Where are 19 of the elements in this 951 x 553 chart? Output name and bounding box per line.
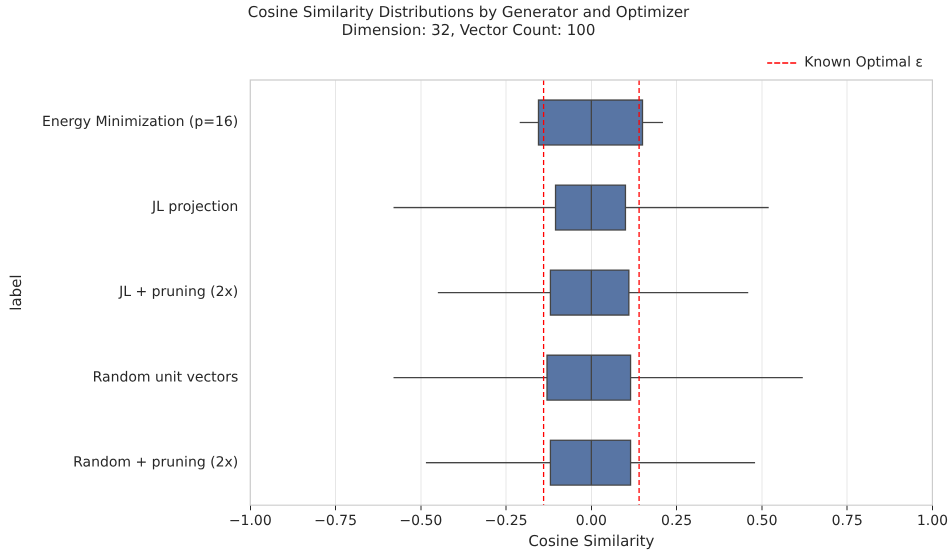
x-tick-label: 1.00 [916, 513, 948, 530]
x-tick-label: 0.75 [832, 513, 863, 530]
x-tick-label: 0.25 [661, 513, 692, 530]
x-tick-label: −0.50 [399, 513, 442, 530]
x-tick-label: 0.00 [576, 513, 607, 530]
x-axis-title: Cosine Similarity [528, 532, 654, 550]
y-tick-label: Energy Minimization (p=16) [42, 114, 238, 130]
chart-title: Cosine Similarity Distributions by Generator and Optimizer [248, 2, 690, 21]
legend-label: Known Optimal ε [804, 54, 924, 71]
y-tick-label: Random unit vectors [92, 369, 238, 386]
x-tick-label: −0.75 [314, 513, 357, 530]
y-tick-label: Random + pruning (2x) [73, 454, 238, 470]
y-tick-label: JL projection [150, 199, 238, 216]
y-axis-title: label [6, 274, 25, 311]
x-tick-label: −1.00 [228, 513, 272, 530]
x-tick-label: 0.50 [746, 513, 778, 530]
y-tick-label: JL + pruning (2x) [118, 284, 238, 300]
x-tick-label: −0.25 [484, 513, 528, 530]
chart-subtitle: Dimension: 32, Vector Count: 100 [342, 20, 596, 39]
